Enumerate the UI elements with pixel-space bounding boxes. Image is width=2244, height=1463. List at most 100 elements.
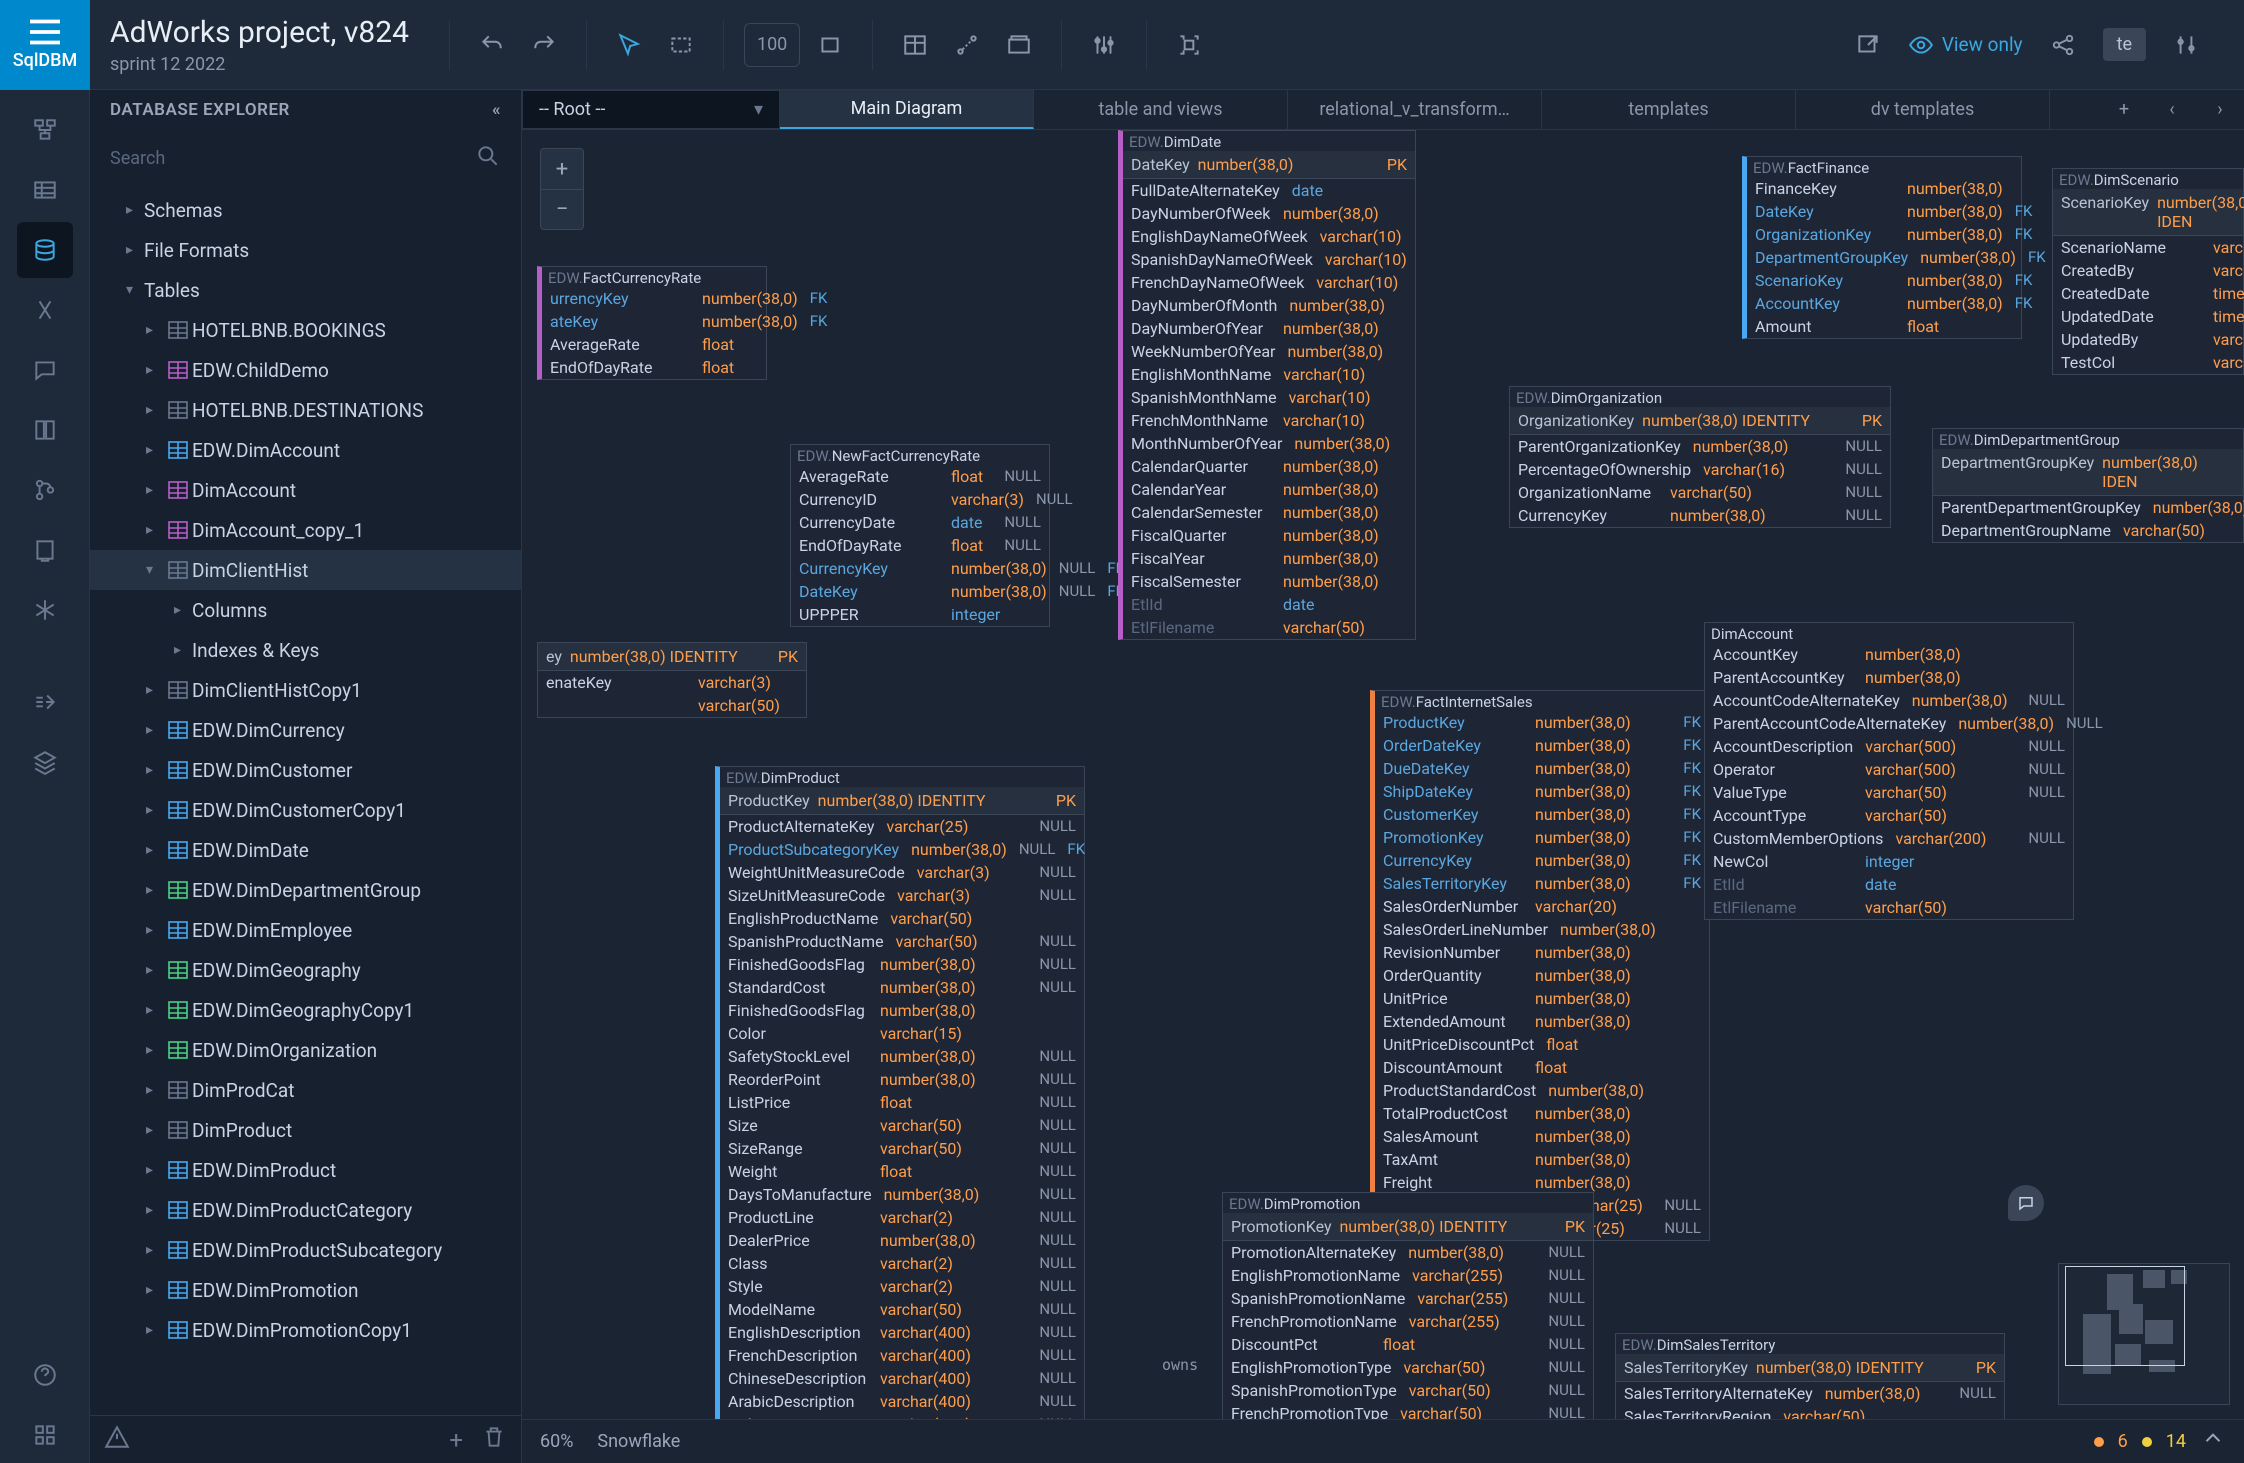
tree-table-item[interactable]: ▸EDW.DimAccount xyxy=(90,430,521,470)
error-dot-icon xyxy=(2094,1437,2104,1447)
root-selector-label: -- Root -- xyxy=(539,99,605,120)
tree-table-item[interactable]: ▸EDW.DimCurrency xyxy=(90,710,521,750)
tree-table-item[interactable]: ▸EDW.DimPromotionCopy1 xyxy=(90,1310,521,1350)
tree-table-item[interactable]: ▸EDW.DimCustomer xyxy=(90,750,521,790)
delete-item-button[interactable] xyxy=(481,1424,507,1455)
tree-table-item[interactable]: ▸EDW.DimOrganization xyxy=(90,1030,521,1070)
erd-entity[interactable]: ey number(38,0) IDENTITYPKenateKeyvarcha… xyxy=(537,642,807,718)
expand-status-button[interactable] xyxy=(2200,1426,2226,1457)
display-options-button[interactable] xyxy=(1082,23,1126,67)
diagram-tab[interactable]: templates xyxy=(1542,90,1796,129)
tree-table-item[interactable]: ▸DimProduct xyxy=(90,1110,521,1150)
share-button[interactable] xyxy=(2041,23,2085,67)
rail-import-button[interactable] xyxy=(17,674,73,730)
tree-table-item[interactable]: ▸EDW.DimProductSubcategory xyxy=(90,1230,521,1270)
app-menu-button[interactable]: SqlDBM xyxy=(0,0,90,90)
collapse-panel-button[interactable]: « xyxy=(492,100,501,120)
rail-export-button[interactable] xyxy=(17,522,73,578)
user-badge[interactable]: te xyxy=(2103,28,2146,61)
layout-button[interactable] xyxy=(1167,23,1211,67)
tree-table-item[interactable]: ▸DimAccount xyxy=(90,470,521,510)
erd-entity[interactable]: EDW.DimProductProductKey number(38,0) ID… xyxy=(715,766,1085,1419)
marquee-tool[interactable] xyxy=(659,23,703,67)
root-selector[interactable]: -- Root -- ▾ xyxy=(522,90,780,129)
diagram-tab[interactable]: table and views xyxy=(1034,90,1288,129)
tree-table-item[interactable]: ▸DimProdCat xyxy=(90,1070,521,1110)
rail-git-button[interactable] xyxy=(17,462,73,518)
tree-table-item[interactable]: ▸EDW.DimGeography xyxy=(90,950,521,990)
left-rail xyxy=(0,90,90,1463)
erd-entity[interactable]: EDW.FactInternetSalesProductKeynumber(38… xyxy=(1370,690,1710,1241)
status-warn-count[interactable]: 14 xyxy=(2166,1431,2186,1452)
tree-child-item[interactable]: ▸Indexes & Keys xyxy=(90,630,521,670)
tree-table-item[interactable]: ▸EDW.DimProduct xyxy=(90,1150,521,1190)
rail-help-button[interactable] xyxy=(17,1347,73,1403)
fit-screen-button[interactable] xyxy=(808,23,852,67)
redo-button[interactable] xyxy=(522,23,566,67)
rail-apps-button[interactable] xyxy=(17,1407,73,1463)
explorer-search-input[interactable] xyxy=(110,148,475,169)
explorer-title: DATABASE EXPLORER xyxy=(110,100,290,120)
add-view-button[interactable] xyxy=(997,23,1041,67)
tree-table-item[interactable]: ▸DimAccount_copy_1 xyxy=(90,510,521,550)
erd-entity[interactable]: EDW.FactCurrencyRateurrencyKeynumber(38,… xyxy=(537,266,767,380)
undo-button[interactable] xyxy=(470,23,514,67)
add-table-button[interactable] xyxy=(893,23,937,67)
erd-entity[interactable]: EDW.DimSalesTerritorySalesTerritoryKey n… xyxy=(1615,1333,2005,1419)
select-tool[interactable] xyxy=(607,23,651,67)
diagram-tab[interactable]: relational_v_transform… xyxy=(1288,90,1542,129)
rail-database-button[interactable] xyxy=(17,222,73,278)
tree-table-item[interactable]: ▸HOTELBNB.DESTINATIONS xyxy=(90,390,521,430)
rail-layers-button[interactable] xyxy=(17,734,73,790)
tree-table-item[interactable]: ▸EDW.ChildDemo xyxy=(90,350,521,390)
erd-entity[interactable]: EDW.NewFactCurrencyRateAverageRatefloatN… xyxy=(790,444,1050,627)
zoom-in-button[interactable]: + xyxy=(541,149,583,189)
tree-table-item[interactable]: ▸HOTELBNB.BOOKINGS xyxy=(90,310,521,350)
prev-tab-button[interactable]: ‹ xyxy=(2148,88,2196,132)
rail-diagram-button[interactable] xyxy=(17,102,73,158)
tree-table-item[interactable]: ▸EDW.DimPromotion xyxy=(90,1270,521,1310)
rail-snowflake-button[interactable] xyxy=(17,582,73,638)
tree-table-item[interactable]: ▾DimClientHist xyxy=(90,550,521,590)
rail-tables-button[interactable] xyxy=(17,162,73,218)
zoom-100-button[interactable]: 100 xyxy=(744,23,800,67)
rail-docs-button[interactable] xyxy=(17,402,73,458)
search-icon[interactable] xyxy=(475,143,501,174)
status-zoom[interactable]: 60% xyxy=(540,1431,573,1452)
view-only-indicator[interactable]: View only xyxy=(1908,32,2023,58)
status-error-count[interactable]: 6 xyxy=(2118,1431,2128,1452)
comment-marker[interactable] xyxy=(2008,1185,2044,1221)
rail-comments-button[interactable] xyxy=(17,342,73,398)
diagram-tab[interactable]: dv templates xyxy=(1796,90,2050,129)
tree-child-item[interactable]: ▸Columns xyxy=(90,590,521,630)
tree-table-item[interactable]: ▸EDW.DimGeographyCopy1 xyxy=(90,990,521,1030)
rail-compare-button[interactable] xyxy=(17,282,73,338)
tree-table-item[interactable]: ▸EDW.DimCustomerCopy1 xyxy=(90,790,521,830)
erd-entity[interactable]: EDW.FactFinanceFinanceKeynumber(38,0)Dat… xyxy=(1742,156,2022,339)
minimap[interactable] xyxy=(2058,1263,2230,1405)
tree-table-item[interactable]: ▸EDW.DimDate xyxy=(90,830,521,870)
add-item-button[interactable]: + xyxy=(449,1426,463,1454)
add-relation-button[interactable] xyxy=(945,23,989,67)
tree-table-item[interactable]: ▸EDW.DimProductCategory xyxy=(90,1190,521,1230)
erd-entity[interactable]: DimAccountAccountKeynumber(38,0)ParentAc… xyxy=(1704,622,2074,920)
zoom-out-button[interactable]: − xyxy=(541,189,583,229)
erd-entity[interactable]: EDW.DimDepartmentGroupDepartmentGroupKey… xyxy=(1932,428,2244,543)
tree-table-item[interactable]: ▸EDW.DimDepartmentGroup xyxy=(90,870,521,910)
diagram-tab[interactable]: Main Diagram xyxy=(780,90,1034,129)
settings-sliders-button[interactable] xyxy=(2164,23,2208,67)
diagram-canvas[interactable]: + − owns EDW.FactCurrencyRateurrencyKeyn… xyxy=(522,130,2244,1419)
next-tab-button[interactable]: › xyxy=(2196,88,2244,132)
erd-entity[interactable]: EDW.DimOrganizationOrganizationKey numbe… xyxy=(1509,386,1891,528)
tree-table-item[interactable]: ▸EDW.DimEmployee xyxy=(90,910,521,950)
tree-table-item[interactable]: ▸DimClientHistCopy1 xyxy=(90,670,521,710)
erd-entity[interactable]: EDW.DimDateDateKey number(38,0)PKFullDat… xyxy=(1118,130,1416,640)
tree-group[interactable]: ▾Tables xyxy=(90,270,521,310)
erd-entity[interactable]: EDW.DimScenarioScenarioKey number(38,0) … xyxy=(2052,168,2244,375)
add-tab-button[interactable]: + xyxy=(2100,88,2148,132)
erd-entity[interactable]: EDW.DimPromotionPromotionKey number(38,0… xyxy=(1222,1192,1594,1419)
tree-group[interactable]: ▸Schemas xyxy=(90,190,521,230)
export-button[interactable] xyxy=(1846,23,1890,67)
warning-icon[interactable] xyxy=(104,1424,130,1455)
tree-group[interactable]: ▸File Formats xyxy=(90,230,521,270)
